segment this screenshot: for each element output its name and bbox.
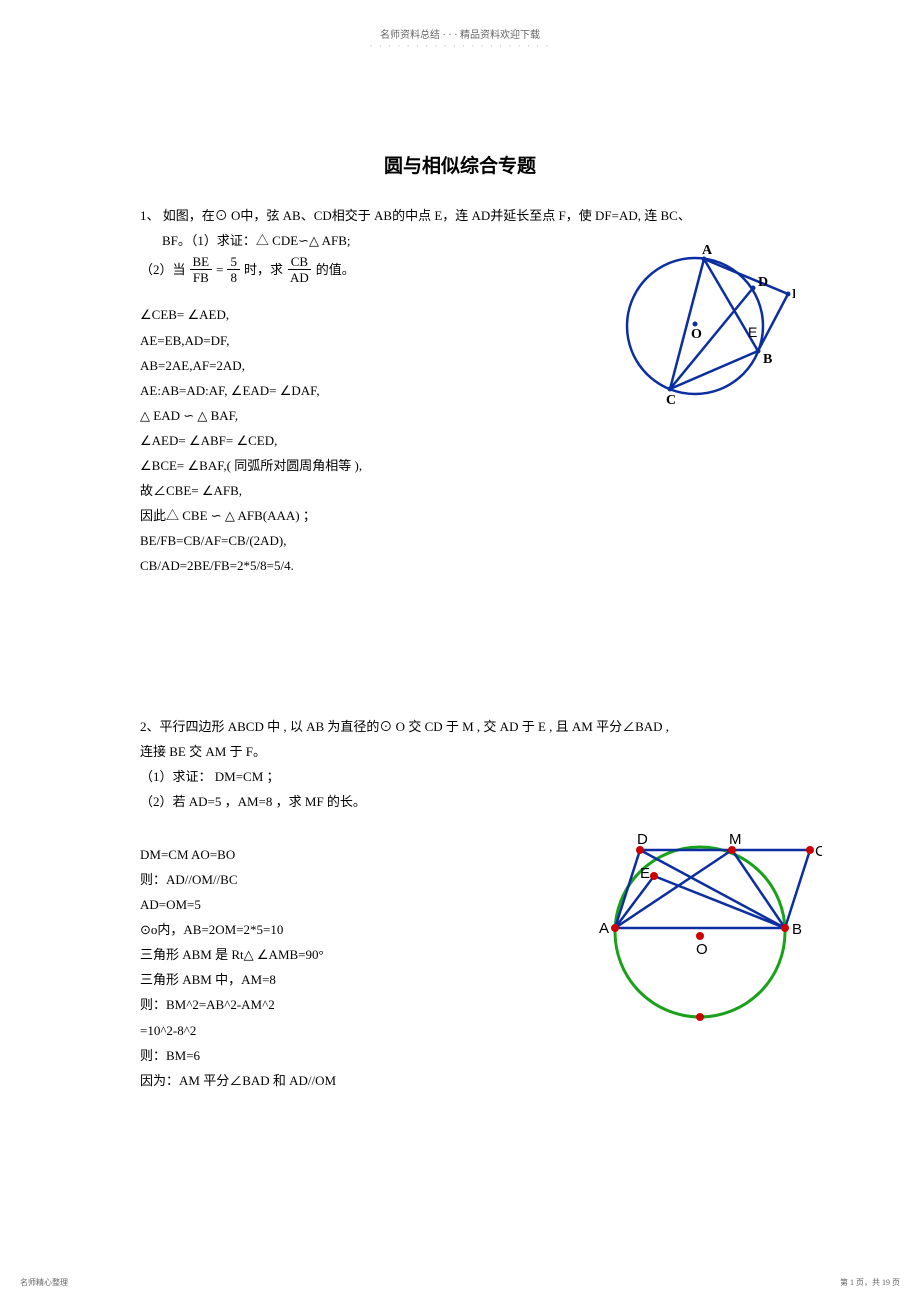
- svg-text:C: C: [666, 393, 676, 408]
- frac-be-fb: BE FB: [190, 255, 213, 284]
- eq-mid: 时，求: [244, 259, 283, 281]
- frac-num3: CB: [288, 255, 311, 270]
- p2-stem1: 2、平行四边形 ABCD 中 , 以 AB 为直径的⊙ O 交 CD 于 M ,…: [140, 716, 780, 738]
- svg-text:F: F: [792, 287, 795, 302]
- footer-right: 第 1 页，共 19 页: [840, 1277, 900, 1288]
- svg-text:O: O: [696, 941, 708, 958]
- figure-2: ABDMCEO: [592, 820, 812, 1020]
- footer-left: 名师精心整理: [20, 1277, 68, 1288]
- figure-1-svg: A B C D F O: [610, 236, 795, 411]
- p1-sol-5: ∠AED= ∠ABF= ∠CED,: [140, 430, 780, 452]
- svg-text:B: B: [792, 921, 802, 938]
- svg-text:D: D: [758, 275, 768, 290]
- figure-1: ABCDFO E: [610, 236, 785, 411]
- p1-sol-7: 故∠CBE= ∠AFB,: [140, 480, 780, 502]
- svg-text:B: B: [763, 352, 772, 367]
- figure-2-svg: A B D M C E O: [592, 820, 822, 1030]
- svg-text:C: C: [815, 843, 822, 860]
- frac-den2: 8: [227, 270, 240, 284]
- p1-sol-8: 因此△ CBE ∽ △ AFB(AAA) ；: [140, 505, 780, 527]
- page-title: 圆与相似综合专题: [140, 151, 780, 183]
- top-header: 名师资料总结 · · · 精品资料欢迎下载 · · · · · · · · · …: [0, 0, 920, 51]
- p2-stem3: （1）求证： DM=CM ；: [140, 766, 780, 788]
- eq-sign: =: [216, 259, 223, 281]
- svg-text:O: O: [691, 327, 702, 342]
- p1-sol-12: CB/AD=2BE/FB=2*5/8=5/4.: [140, 555, 780, 577]
- p1-sol-6: ∠BCE= ∠BAF,( 同弧所对圆周角相等 ),: [140, 455, 780, 477]
- frac-den: FB: [190, 270, 212, 284]
- eq-suffix: 的值。: [316, 259, 355, 281]
- svg-text:A: A: [702, 243, 713, 258]
- svg-text:M: M: [729, 831, 742, 848]
- frac-5-8: 5 8: [227, 255, 240, 284]
- frac-den3: AD: [287, 270, 312, 284]
- p2-sol-10: 因为：AM 平分∠BAD 和 AD//OM: [140, 1070, 780, 1092]
- header-text: 名师资料总结 · · · 精品资料欢迎下载: [0, 26, 920, 41]
- svg-text:A: A: [599, 920, 609, 937]
- p2-sol-8: 则：BM=6: [140, 1045, 780, 1067]
- eq-prefix: （2）当: [140, 259, 186, 281]
- p1-stem1: 1、 如图，在⊙ O中，弦 AB、CD相交于 AB的中点 E，连 AD并延长至点…: [140, 205, 780, 227]
- frac-num: BE: [190, 255, 213, 270]
- frac-num2: 5: [227, 255, 240, 270]
- p2-stem2: 连接 BE 交 AM 于 F。: [140, 741, 780, 763]
- svg-text:D: D: [637, 831, 648, 848]
- frac-cb-ad: CB AD: [287, 255, 312, 284]
- p2-stem4: （2）若 AD=5 ，AM=8 ，求 MF 的长。: [140, 791, 780, 813]
- header-dots: · · · · · · · · · · · · · · · · · · · ·: [0, 41, 920, 51]
- p1-sol-11: BE/FB=CB/AF=CB/(2AD),: [140, 530, 780, 552]
- svg-text:E: E: [640, 865, 650, 882]
- label-E: E: [748, 324, 757, 340]
